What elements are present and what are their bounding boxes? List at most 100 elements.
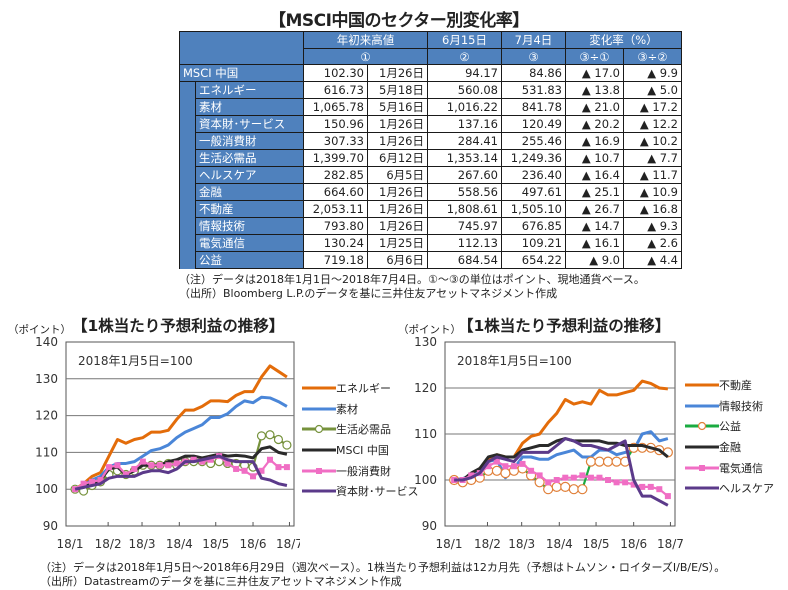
jul4-value: 841.78 — [501, 98, 566, 117]
y-tick-label: 100 — [35, 482, 58, 496]
series-3 — [454, 437, 669, 482]
jun15-value: 137.16 — [427, 115, 502, 134]
chart-note: （注）データは2018年1月5日～2018年6月29日（週次ベース）。1株当たり… — [40, 561, 726, 574]
y-tick-label: 130 — [35, 372, 58, 386]
chart-source: （出所）Datastreamのデータを基に三井住友アセットマネジメント作成 — [40, 575, 402, 588]
ytd-high-value: 1,399.70 — [303, 149, 368, 168]
header-jul4: 7月4日 — [501, 31, 566, 49]
table-row: MSCI 中国 102.30 1月26日 94.17 84.86 ▲ 17.0 ▲ 9.9 — [179, 64, 682, 83]
y-tick-label: 120 — [35, 409, 58, 423]
chart-subtitle: 2018年1月5日=100 — [78, 354, 193, 368]
data-point — [577, 484, 588, 495]
right-chart-title: 【1株当たり予想利益の推移】 — [458, 317, 671, 335]
data-point — [451, 477, 458, 483]
data-point — [553, 477, 560, 483]
jul4-value: 255.46 — [501, 132, 566, 151]
ytd-high-value: 2,053.11 — [303, 200, 368, 219]
data-point — [493, 458, 500, 465]
change-vs-jun15: ▲ 4.4 — [623, 251, 682, 270]
series-line — [454, 437, 669, 482]
data-point — [528, 467, 535, 474]
data-point — [165, 462, 172, 469]
data-point — [656, 486, 663, 493]
ytd-high-date: 6月12日 — [367, 149, 428, 168]
data-point — [265, 430, 275, 440]
legend-item: エネルギー — [302, 378, 419, 399]
jul4-value: 120.49 — [501, 115, 566, 134]
legend-item: 金融 — [685, 437, 774, 458]
data-point — [282, 440, 292, 450]
data-point — [233, 465, 240, 472]
data-point — [587, 474, 594, 481]
table-source: （出所）Bloomberg L.P.のデータを基に三井住友アセットマネジメント作… — [179, 287, 558, 300]
table-row: 公益 719.18 6月6日 684.54 654.22 ▲ 9.0 ▲ 4.4 — [180, 251, 682, 270]
change-vs-high: ▲ 20.2 — [565, 115, 624, 134]
data-point — [491, 465, 502, 476]
change-vs-high: ▲ 14.7 — [565, 217, 624, 236]
header-jul4-sub: ③ — [501, 47, 566, 66]
jun15-value: 112.13 — [427, 234, 502, 253]
data-point — [630, 481, 637, 488]
data-point — [568, 484, 579, 495]
y-tick-label: 140 — [35, 335, 58, 349]
header-sector — [179, 30, 304, 66]
data-point — [585, 456, 597, 467]
ytd-high-value: 664.60 — [303, 183, 368, 202]
data-point — [283, 464, 290, 471]
data-point — [579, 472, 586, 479]
change-vs-jun15: ▲ 9.9 — [623, 64, 682, 83]
change-vs-jun15: ▲ 9.3 — [623, 217, 682, 236]
data-point — [131, 465, 138, 472]
legend-label: 資本財･サービス — [336, 485, 419, 499]
legend-swatch-icon — [685, 445, 719, 449]
ytd-high-value: 1,065.78 — [303, 98, 368, 117]
x-tick-label: 18/2 — [474, 537, 501, 551]
legend-swatch-icon — [302, 407, 336, 411]
jul4-value: 497.61 — [501, 183, 566, 202]
y-tick-label: 130 — [414, 335, 437, 349]
data-point — [560, 481, 571, 492]
data-point — [139, 458, 146, 465]
ytd-high-date: 1月26日 — [367, 132, 428, 151]
data-point — [594, 456, 605, 467]
legend-swatch-icon — [302, 467, 336, 474]
header-change-sub2: ③÷② — [623, 47, 682, 66]
data-point — [647, 483, 654, 490]
legend-swatch-icon — [302, 489, 336, 493]
x-tick-label: 18/4 — [546, 537, 573, 551]
x-tick-label: 18/7 — [276, 537, 300, 551]
header-ytd-high: 年初来高値 — [303, 31, 428, 49]
data-point — [256, 431, 267, 441]
right-chart: 90 100 110 120 130 18/1 18/2 18/3 18/4 18/5 18/6 18… — [414, 335, 690, 556]
data-point — [500, 468, 511, 479]
data-point — [241, 467, 248, 474]
data-point — [613, 479, 620, 486]
data-point — [605, 477, 612, 483]
y-tick-label: 100 — [414, 473, 437, 487]
x-tick-label: 18/2 — [95, 537, 122, 551]
jun15-value: 745.97 — [427, 217, 502, 236]
sector-name: 資本財･サービス — [195, 115, 304, 134]
legend-swatch-icon — [685, 486, 719, 490]
change-vs-high: ▲ 16.9 — [565, 132, 624, 151]
legend-label: ヘルスケア — [719, 482, 774, 496]
table-note: （注）データは2018年1月1日～2018年7月4日。①～③の単位はポイント、現… — [179, 273, 645, 286]
data-point — [250, 473, 257, 480]
x-tick-label: 18/7 — [657, 537, 684, 551]
jun15-value: 684.54 — [427, 251, 502, 270]
x-tick-label: 18/5 — [583, 537, 610, 551]
sector-name: 情報技術 — [195, 217, 304, 236]
change-vs-jun15: ▲ 11.7 — [623, 166, 682, 185]
series-line — [74, 454, 288, 491]
header-ytd-high-sub: ① — [303, 47, 428, 66]
data-point — [199, 458, 206, 465]
legend-item: 公益 — [685, 416, 774, 437]
series-line — [454, 437, 669, 507]
right-chart-ylabel: （ポイント） — [398, 324, 461, 336]
data-point — [502, 463, 509, 470]
data-point — [519, 460, 526, 467]
left-chart-title: 【1株当たり予想利益の推移】 — [72, 317, 285, 335]
legend-item: MSCI 中国 — [302, 440, 419, 461]
change-vs-jun15: ▲ 17.2 — [623, 98, 682, 117]
table-title: 【MSCI中国のセクター別変化率】 — [269, 11, 529, 31]
